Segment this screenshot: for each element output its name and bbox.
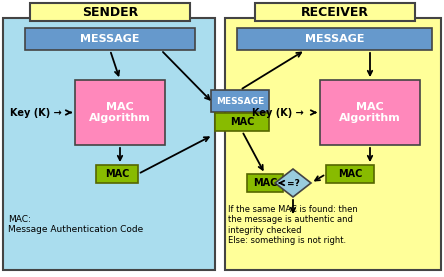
Text: If the same MAC is found: then
the message is authentic and
integrity checked
El: If the same MAC is found: then the messa… bbox=[228, 205, 358, 245]
Text: MESSAGE: MESSAGE bbox=[305, 34, 364, 44]
Text: Message Authentication Code: Message Authentication Code bbox=[8, 225, 143, 234]
FancyBboxPatch shape bbox=[75, 80, 165, 145]
FancyBboxPatch shape bbox=[30, 3, 190, 21]
FancyBboxPatch shape bbox=[237, 28, 432, 50]
Text: MAC: MAC bbox=[230, 117, 254, 127]
Text: MAC: MAC bbox=[338, 169, 362, 179]
FancyBboxPatch shape bbox=[247, 174, 283, 192]
Text: MAC: MAC bbox=[253, 178, 277, 188]
FancyBboxPatch shape bbox=[96, 165, 138, 183]
Text: SENDER: SENDER bbox=[82, 6, 138, 19]
Polygon shape bbox=[275, 169, 311, 197]
FancyBboxPatch shape bbox=[320, 80, 420, 145]
Text: =?: =? bbox=[286, 178, 299, 188]
FancyBboxPatch shape bbox=[25, 28, 195, 50]
Text: MAC
Algorithm: MAC Algorithm bbox=[339, 102, 401, 123]
Text: MESSAGE: MESSAGE bbox=[216, 96, 264, 106]
Text: MESSAGE: MESSAGE bbox=[80, 34, 140, 44]
Text: MAC
Algorithm: MAC Algorithm bbox=[89, 102, 151, 123]
Text: MAC: MAC bbox=[105, 169, 129, 179]
Text: MAC:: MAC: bbox=[8, 215, 31, 224]
FancyBboxPatch shape bbox=[3, 18, 215, 270]
FancyBboxPatch shape bbox=[211, 90, 269, 112]
FancyBboxPatch shape bbox=[255, 3, 415, 21]
Text: Key (K) →: Key (K) → bbox=[252, 107, 304, 117]
FancyBboxPatch shape bbox=[225, 18, 441, 270]
FancyBboxPatch shape bbox=[215, 113, 269, 131]
FancyBboxPatch shape bbox=[326, 165, 374, 183]
Text: RECEIVER: RECEIVER bbox=[301, 6, 369, 19]
Text: Key (K) →: Key (K) → bbox=[10, 107, 62, 117]
